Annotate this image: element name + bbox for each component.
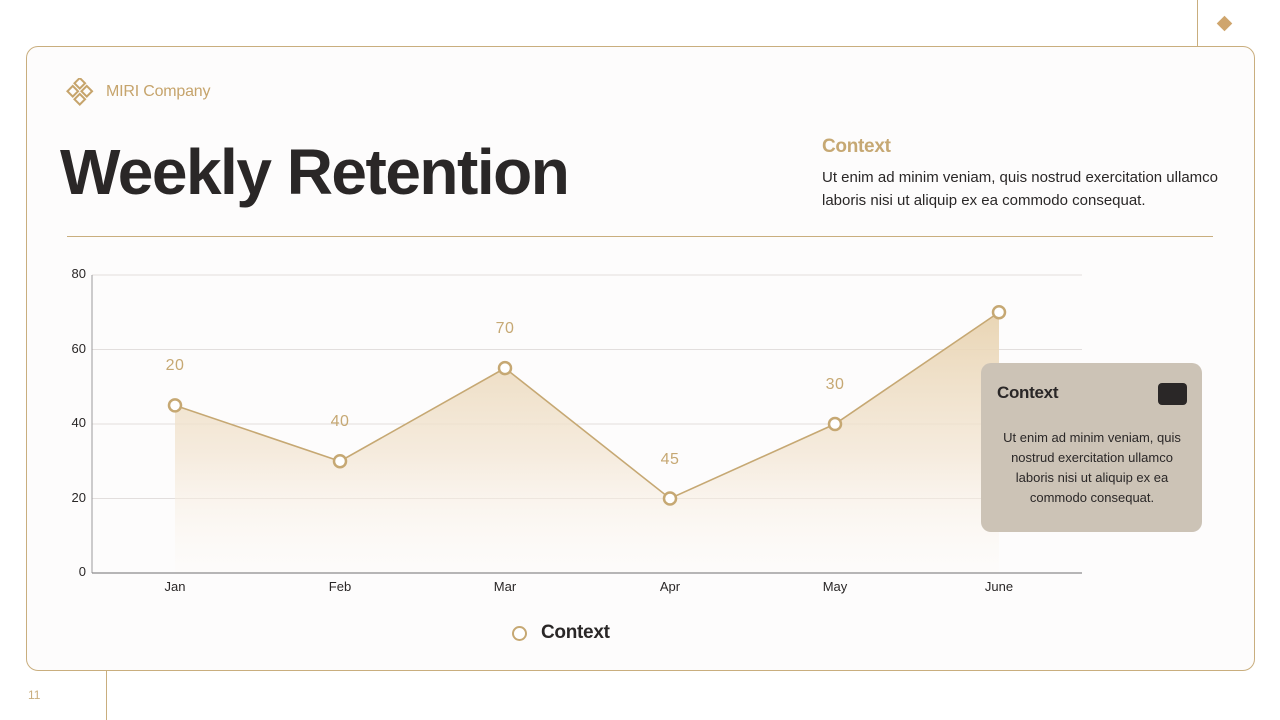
diamond-cluster-logo-icon (66, 78, 94, 106)
brand-logo: MIRI Company (66, 78, 210, 106)
page-title: Weekly Retention (60, 136, 570, 208)
card-description: Ut enim ad minim veniam, quis nostrud ex… (1003, 430, 1181, 505)
context-heading: Context (822, 136, 891, 157)
header-divider (67, 236, 1213, 237)
brand-name: MIRI Company (106, 83, 211, 100)
card-title: Context (997, 383, 1059, 402)
legend-label: Context (541, 622, 610, 643)
page-number: 11 (28, 688, 41, 702)
decorative-line-top (1197, 0, 1198, 46)
card-badge (1158, 383, 1187, 405)
diamond-icon (1216, 15, 1233, 32)
context-description: Ut enim ad minim veniam, quis nostrud ex… (822, 169, 1218, 209)
chart-legend: Context (512, 622, 610, 644)
decorative-line-bottom (106, 671, 107, 720)
context-card: Context Ut enim ad minim veniam, quis no… (981, 363, 1202, 532)
ring-marker-icon (512, 625, 527, 641)
